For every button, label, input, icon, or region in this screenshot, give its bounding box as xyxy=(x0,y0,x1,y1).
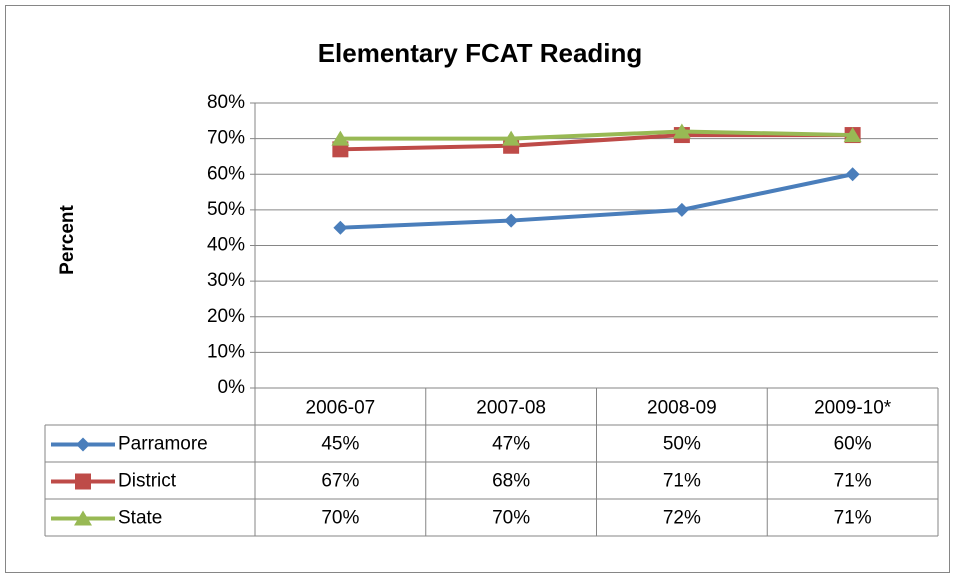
marker xyxy=(333,220,348,235)
table-value: 68% xyxy=(492,471,530,492)
series-line xyxy=(340,172,854,230)
legend-label: State xyxy=(118,508,162,529)
table-value: 47% xyxy=(492,434,530,455)
y-tick-label: 40% xyxy=(207,235,245,256)
y-tick-label: 80% xyxy=(207,92,245,113)
table-value: 45% xyxy=(321,434,359,455)
table-value: 71% xyxy=(834,508,872,529)
chart-border xyxy=(5,5,950,573)
marker xyxy=(502,130,521,146)
chart-title: Elementary FCAT Reading xyxy=(318,38,643,68)
table-value: 70% xyxy=(321,508,359,529)
x-tick-label: 2008-09 xyxy=(647,398,717,419)
table-value: 71% xyxy=(834,471,872,492)
marker xyxy=(504,213,519,228)
marker xyxy=(331,130,350,146)
y-tick-label: 60% xyxy=(207,163,245,184)
legend-key-marker xyxy=(76,437,90,452)
table-value: 60% xyxy=(834,434,872,455)
table-value: 67% xyxy=(321,471,359,492)
y-tick-label: 70% xyxy=(207,128,245,149)
legend-label: Parramore xyxy=(118,434,208,455)
table-value: 71% xyxy=(663,471,701,492)
marker xyxy=(843,127,862,143)
y-tick-label: 30% xyxy=(207,270,245,291)
y-tick-label: 10% xyxy=(207,341,245,362)
y-tick-label: 50% xyxy=(207,199,245,220)
table-value: 70% xyxy=(492,508,530,529)
marker xyxy=(845,167,860,182)
x-tick-label: 2007-08 xyxy=(476,398,546,419)
legend-label: District xyxy=(118,471,177,492)
legend-key-marker xyxy=(74,510,92,526)
series-line xyxy=(340,129,853,141)
table-value: 50% xyxy=(663,434,701,455)
legend-key-marker xyxy=(75,473,91,490)
table-value: 72% xyxy=(663,508,701,529)
y-tick-label: 20% xyxy=(207,306,245,327)
y-axis-label: Percent xyxy=(57,204,78,274)
x-tick-label: 2006-07 xyxy=(306,398,376,419)
marker xyxy=(674,202,689,217)
y-tick-label: 0% xyxy=(218,377,246,398)
marker xyxy=(672,123,691,139)
x-tick-label: 2009-10* xyxy=(814,398,892,419)
